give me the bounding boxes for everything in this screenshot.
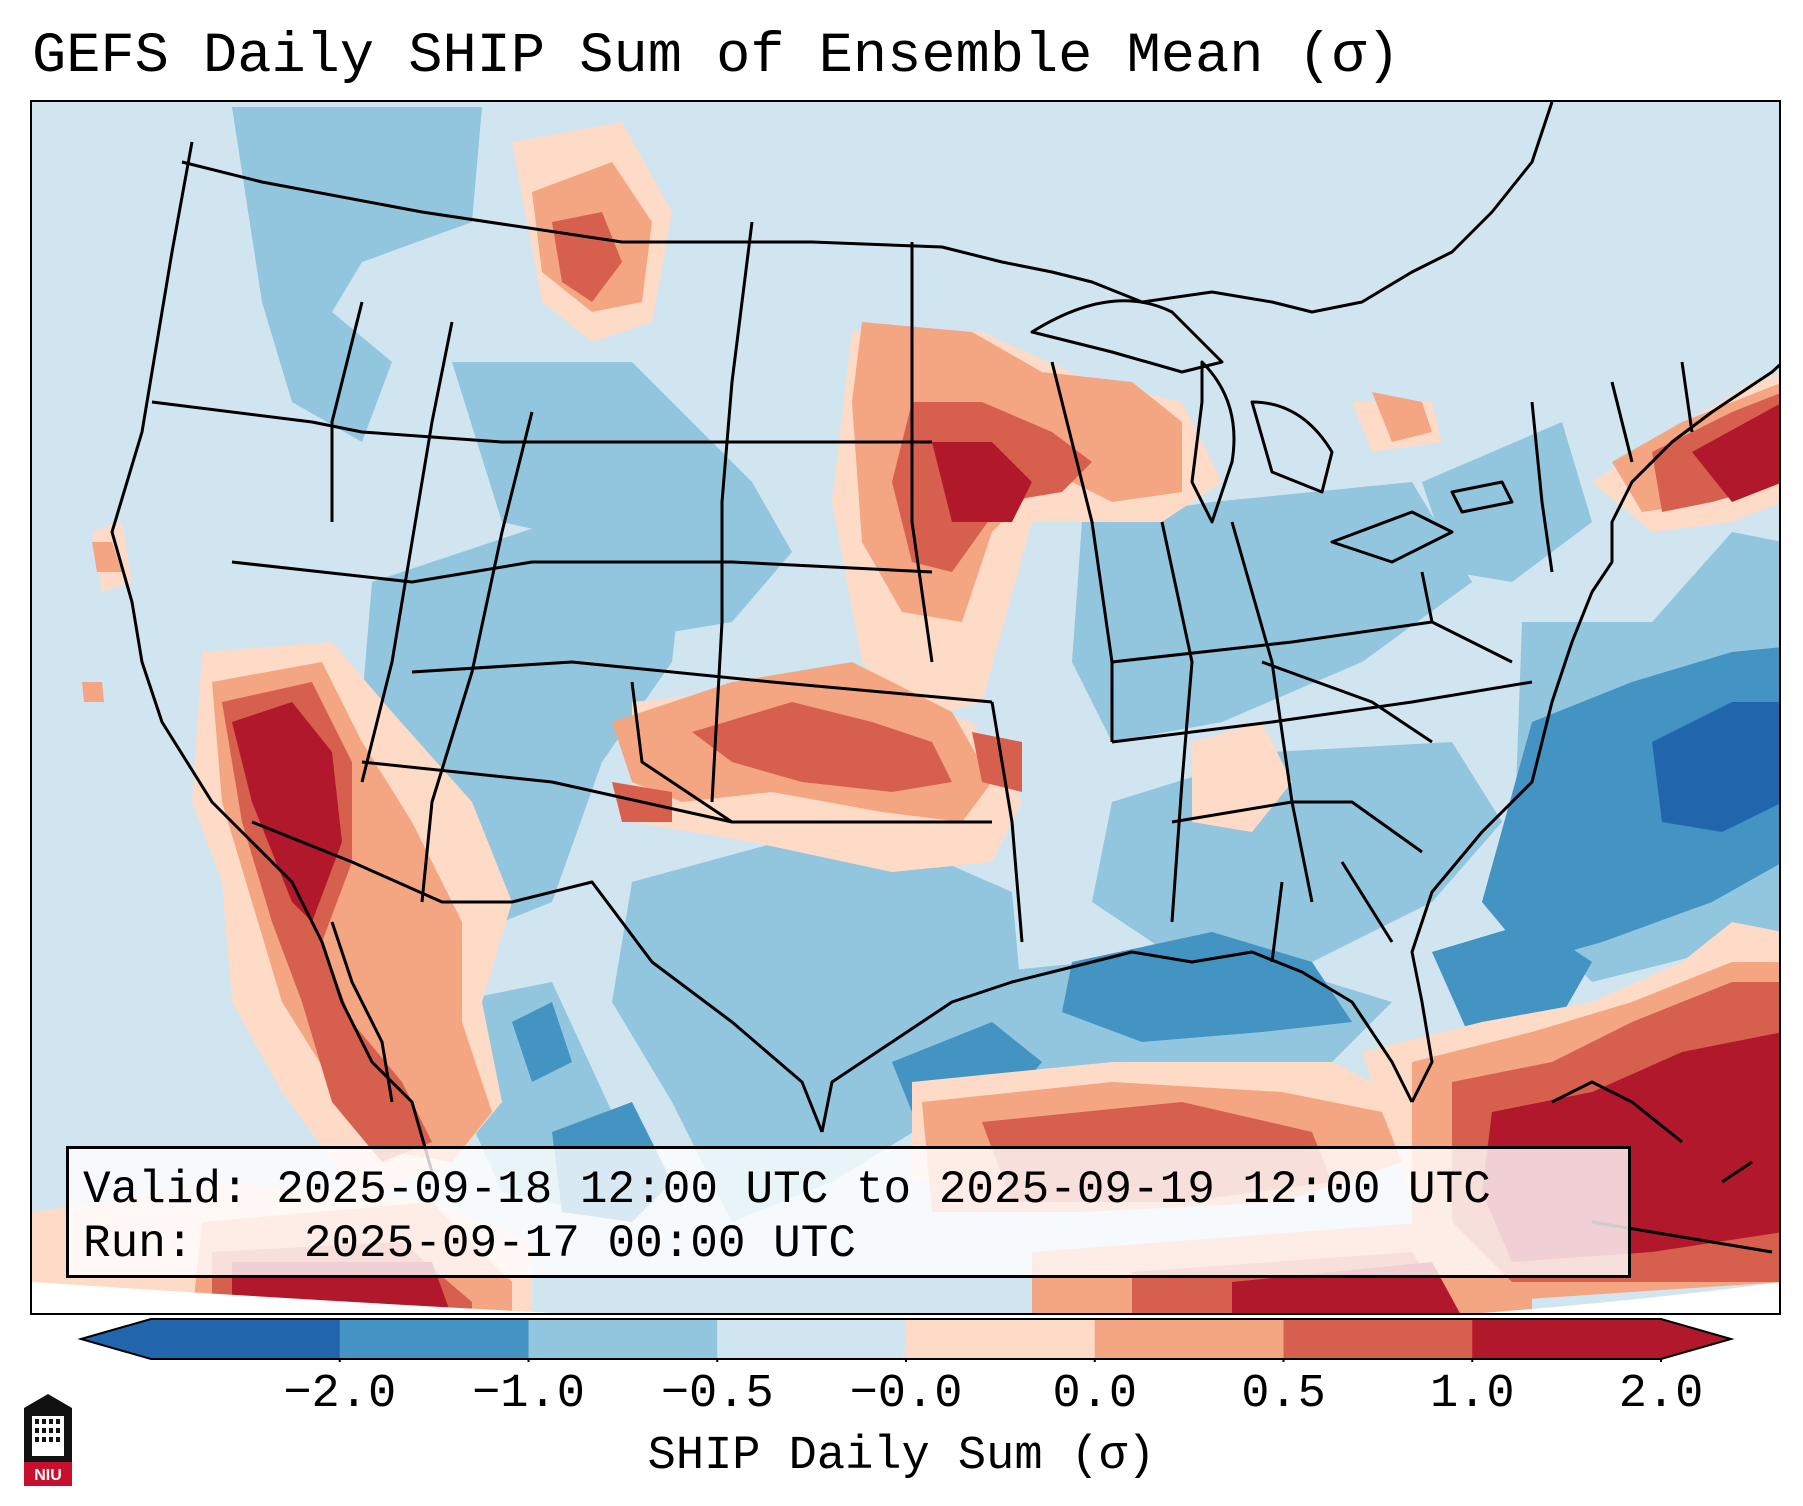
anomaly-below-minus-2: [1652, 702, 1779, 832]
colorbar-segment: [1472, 1319, 1662, 1359]
colorbar-segment: [1094, 1319, 1284, 1359]
colorbar-tick-label: −2.0: [283, 1368, 397, 1421]
valid-run-infobox: Valid: 2025-09-18 12:00 UTC to 2025-09-1…: [66, 1146, 1631, 1278]
colorbar-tick-label: −1.0: [472, 1368, 585, 1421]
colorbar-extend-min: [81, 1319, 151, 1359]
colorbar-segment: [1283, 1319, 1473, 1359]
colorbar-segment: [151, 1319, 341, 1359]
colorbar-segment: [339, 1319, 529, 1359]
colorbar-segment: [528, 1319, 718, 1359]
projection-edge-right: [1483, 1282, 1779, 1313]
colorbar-tick-label: 0.0: [1052, 1368, 1138, 1421]
colorbar-segment: [717, 1319, 907, 1359]
map-title: GEFS Daily SHIP Sum of Ensemble Mean (σ): [32, 25, 1401, 89]
valid-label: Valid:: [83, 1164, 249, 1216]
run-row: Run: 2025-09-17 00:00 UTC: [83, 1217, 1614, 1271]
colorbar-label: SHIP Daily Sum (σ): [647, 1430, 1156, 1483]
run-label: Run:: [83, 1218, 194, 1270]
colorbar-tick-label: −0.0: [849, 1368, 963, 1421]
niu-logo: NIU: [24, 1394, 72, 1486]
projection-edge-left: [32, 1282, 554, 1313]
colorbar-segment: [906, 1319, 1096, 1359]
map-canvas: [32, 102, 1779, 1313]
colorbar-outline: [77, 1318, 1735, 1360]
svg-text:NIU: NIU: [34, 1467, 62, 1484]
valid-value: 2025-09-18 12:00 UTC to 2025-09-19 12:00…: [276, 1164, 1491, 1216]
colorbar-tick-label: 0.5: [1241, 1368, 1326, 1421]
colorbar: [77, 1318, 1735, 1362]
colorbar-tick-label: 1.0: [1429, 1368, 1515, 1421]
valid-row: Valid: 2025-09-18 12:00 UTC to 2025-09-1…: [83, 1163, 1614, 1217]
map-panel[interactable]: [30, 100, 1781, 1315]
run-value: 2025-09-17 00:00 UTC: [303, 1218, 856, 1270]
colorbar-extend-max: [1661, 1319, 1731, 1359]
border-lines: [110, 102, 1779, 1173]
colorbar-tick-label: −0.5: [660, 1368, 774, 1421]
colorbar-tick-label: 2.0: [1618, 1368, 1704, 1421]
